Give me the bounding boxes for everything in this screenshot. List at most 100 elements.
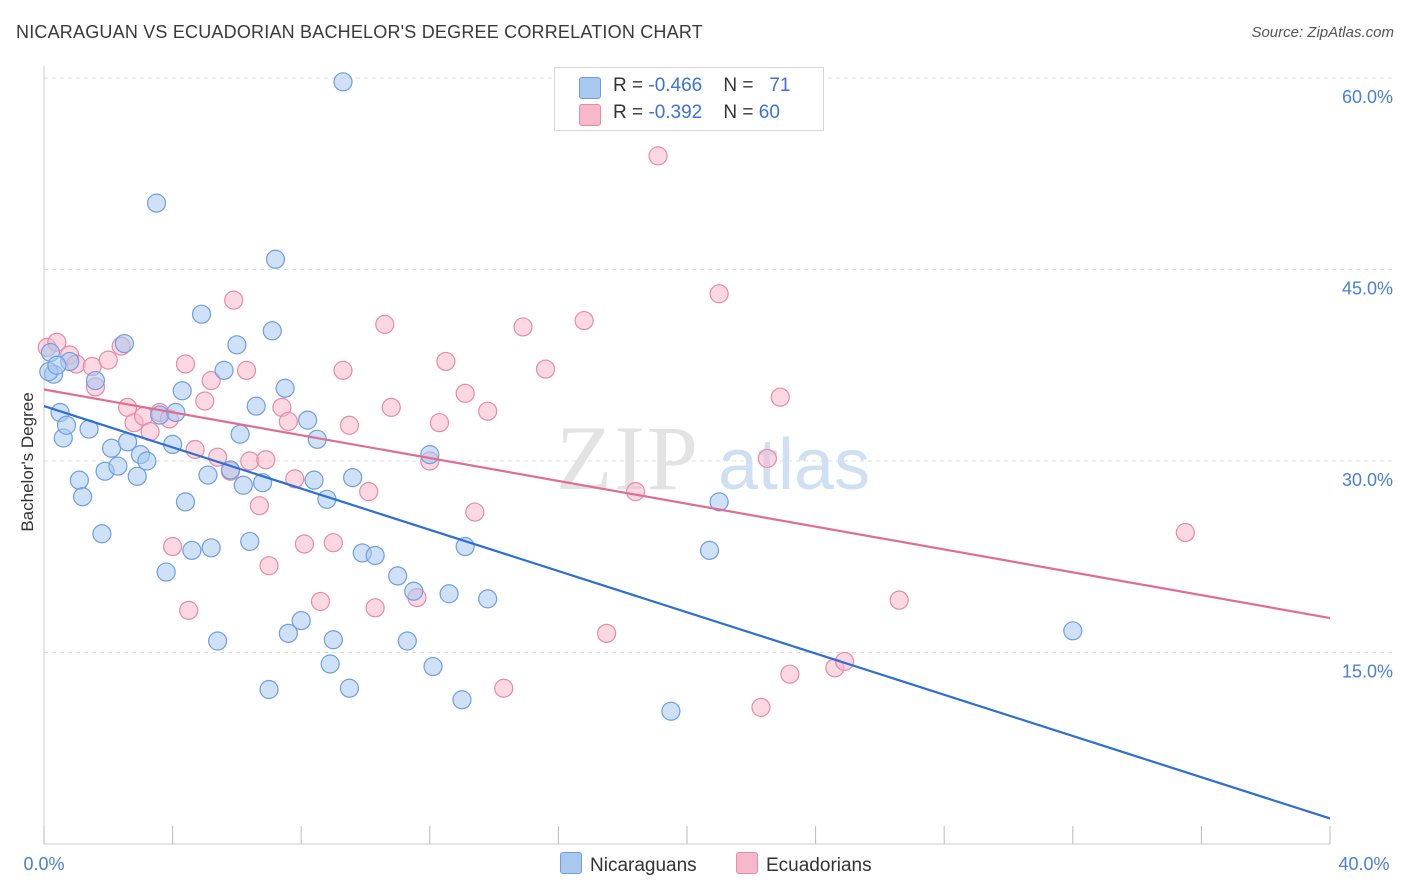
data-point <box>323 630 343 650</box>
x-tick-label: 0.0% <box>23 854 64 874</box>
data-point <box>381 397 401 417</box>
data-point <box>108 456 128 476</box>
data-point <box>208 631 228 651</box>
data-point <box>127 466 147 486</box>
data-point <box>191 304 212 324</box>
data-point <box>291 610 311 631</box>
trend-lines <box>43 388 1331 820</box>
data-point <box>69 470 89 490</box>
n-value: 71 <box>769 75 791 96</box>
chart-source: Source: ZipAtlas.com <box>1251 24 1394 41</box>
data-point <box>304 470 324 490</box>
trend-line <box>43 388 1331 620</box>
data-point <box>298 410 318 430</box>
data-point <box>420 445 440 465</box>
data-point <box>278 411 298 432</box>
data-point <box>452 690 472 710</box>
data-point <box>439 584 459 604</box>
data-point <box>1063 621 1083 641</box>
data-point <box>259 556 279 576</box>
data-point <box>709 492 729 512</box>
legend-item-ecuadorians[interactable]: Ecuadorians <box>736 852 872 877</box>
data-point <box>56 415 77 435</box>
y-tick-label: 45.0% <box>1342 279 1393 299</box>
data-point <box>246 396 266 416</box>
data-point <box>101 438 122 458</box>
y-tick-label: 60.0% <box>1342 87 1393 107</box>
stats-swatch-nicaraguans <box>579 77 601 99</box>
legend-swatch-ecuadorians <box>736 852 758 874</box>
data-point <box>182 540 202 560</box>
y-axis-label: Bachelor's Degree <box>18 392 37 531</box>
axes <box>43 66 1331 845</box>
data-point <box>201 538 221 558</box>
data-point <box>1175 522 1195 543</box>
data-point <box>397 631 417 651</box>
data-point <box>323 533 343 553</box>
data-point <box>294 534 315 554</box>
data-point <box>478 401 498 421</box>
series-ecuadorians <box>37 146 1195 717</box>
data-point <box>574 310 594 331</box>
data-point <box>455 383 475 403</box>
data-point <box>98 350 118 370</box>
data-point <box>285 469 305 489</box>
data-point <box>757 448 777 469</box>
data-point <box>359 482 379 502</box>
x-tick-label: 40.0% <box>1338 854 1389 874</box>
data-point <box>114 333 134 354</box>
legend-swatch-nicaraguans <box>560 852 582 874</box>
data-point <box>709 284 729 304</box>
n-value: 60 <box>758 102 780 123</box>
r-value: -0.392 <box>648 102 703 123</box>
data-point <box>256 450 276 470</box>
data-point <box>478 589 498 609</box>
data-point <box>513 317 533 337</box>
n-label: N = <box>723 102 759 123</box>
r-label: R = <box>613 102 649 123</box>
data-point <box>259 679 279 700</box>
stats-legend: R = -0.466 N = 71 R = -0.392 N = 60 <box>554 67 824 131</box>
data-point <box>47 355 67 375</box>
data-point <box>146 193 167 213</box>
tick-labels: 0.0% 40.0% 15.0% 30.0% 45.0% 60.0% <box>23 87 1393 874</box>
data-point <box>172 381 192 401</box>
legend-item-nicaraguans[interactable]: Nicaraguans <box>560 852 697 877</box>
data-point <box>465 502 485 522</box>
r-label: R = <box>613 75 649 96</box>
trend-line <box>43 405 1331 820</box>
data-point <box>278 623 298 643</box>
data-point <box>214 360 234 380</box>
y-tick-label: 15.0% <box>1342 662 1393 682</box>
data-point <box>365 598 385 618</box>
data-point <box>230 424 250 444</box>
r-value: -0.466 <box>648 75 703 96</box>
watermark: ZIP atlas <box>556 407 870 509</box>
data-point <box>365 545 385 566</box>
data-point <box>240 451 260 471</box>
data-point <box>494 678 514 698</box>
data-point <box>889 590 909 610</box>
n-label: N = <box>723 75 759 96</box>
chart-title: NICARAGUAN VS ECUADORIAN BACHELOR'S DEGR… <box>16 22 703 42</box>
data-point <box>320 654 340 674</box>
data-point <box>310 591 331 612</box>
data-point <box>265 249 286 269</box>
data-point <box>163 536 183 557</box>
data-point <box>224 290 244 310</box>
data-point <box>156 562 176 582</box>
series-nicaraguans <box>39 72 1083 721</box>
data-point <box>275 378 295 398</box>
data-point <box>343 467 363 488</box>
data-point <box>661 701 681 721</box>
data-point <box>375 314 395 334</box>
data-point <box>780 664 800 684</box>
data-point <box>770 387 790 407</box>
data-point <box>236 360 257 380</box>
data-point <box>339 415 360 435</box>
data-point <box>92 524 112 544</box>
data-point <box>404 581 424 601</box>
legend-label-nicaraguans: Nicaraguans <box>590 855 697 876</box>
data-point <box>436 351 456 372</box>
